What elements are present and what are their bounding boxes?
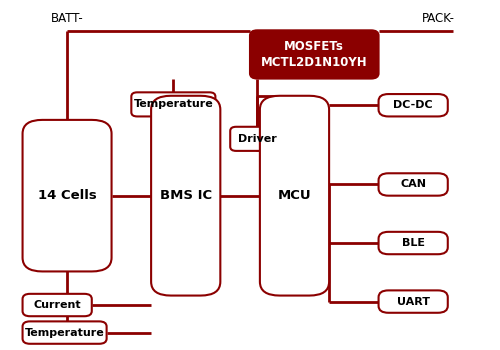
FancyBboxPatch shape — [378, 94, 448, 117]
FancyBboxPatch shape — [378, 173, 448, 196]
FancyBboxPatch shape — [132, 92, 216, 117]
Text: UART: UART — [396, 296, 430, 307]
Text: PACK-: PACK- — [422, 12, 454, 25]
Text: 14 Cells: 14 Cells — [38, 189, 96, 202]
FancyBboxPatch shape — [260, 96, 329, 295]
Text: MOSFETs
MCTL2D1N10YH: MOSFETs MCTL2D1N10YH — [261, 40, 368, 69]
FancyBboxPatch shape — [230, 127, 284, 151]
FancyBboxPatch shape — [378, 290, 448, 313]
FancyBboxPatch shape — [250, 30, 378, 78]
Text: Current: Current — [34, 300, 81, 310]
Text: MCU: MCU — [278, 189, 312, 202]
Text: BATT-: BATT- — [50, 12, 84, 25]
Text: Temperature: Temperature — [134, 99, 213, 110]
FancyBboxPatch shape — [22, 120, 112, 272]
FancyBboxPatch shape — [378, 232, 448, 254]
FancyBboxPatch shape — [22, 321, 106, 344]
Text: CAN: CAN — [400, 180, 426, 189]
Text: BLE: BLE — [402, 238, 424, 248]
FancyBboxPatch shape — [151, 96, 220, 295]
Text: Driver: Driver — [238, 134, 277, 144]
FancyBboxPatch shape — [22, 294, 92, 316]
Text: BMS IC: BMS IC — [160, 189, 212, 202]
Text: Temperature: Temperature — [24, 328, 104, 338]
Text: DC-DC: DC-DC — [394, 100, 433, 110]
